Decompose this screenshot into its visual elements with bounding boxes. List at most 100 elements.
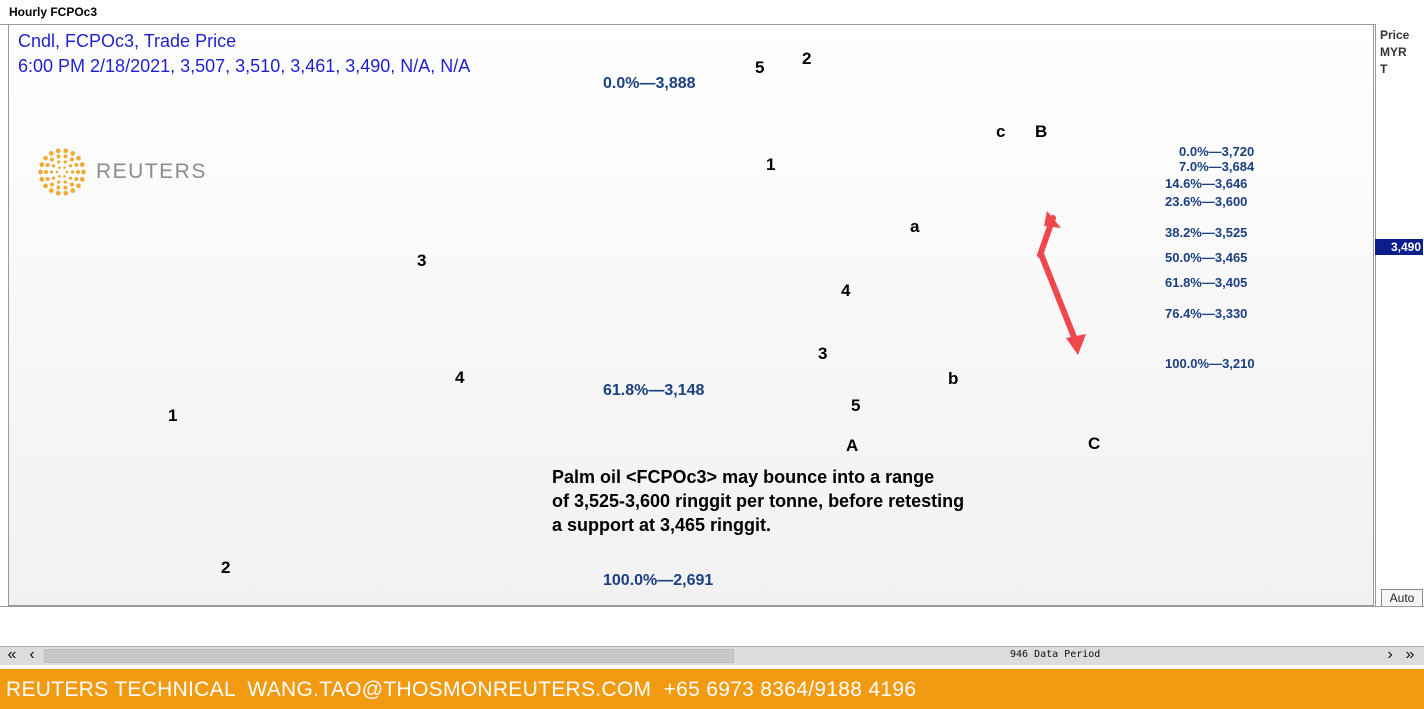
reuters-logo: REUTERS bbox=[38, 148, 207, 196]
fib-small-0-pct: 0.0% bbox=[1179, 144, 1209, 159]
fib-small-146-label: 14.6%—3,646 bbox=[1165, 176, 1248, 191]
fib-small-146-value: 3,646 bbox=[1214, 176, 1248, 191]
logo-dot bbox=[63, 190, 69, 196]
data-period-label: 946 Data Period bbox=[1010, 649, 1100, 660]
logo-dot bbox=[81, 169, 86, 175]
plot-area[interactable] bbox=[8, 24, 1374, 606]
scroll-left-fast-button[interactable]: « bbox=[2, 647, 22, 664]
fib-large-100-pct: 100.0% bbox=[603, 572, 658, 589]
logo-dot bbox=[50, 182, 55, 187]
logo-dot bbox=[43, 183, 48, 189]
auto-scale-button[interactable]: Auto bbox=[1381, 589, 1423, 607]
footer-banner: REUTERS TECHNICAL WANG.TAO@THOSMONREUTER… bbox=[0, 669, 1424, 709]
fib-large-0-label: 0.0%—3,888 bbox=[603, 75, 696, 92]
logo-dot bbox=[51, 176, 56, 180]
wave-label-1: 1 bbox=[168, 406, 178, 425]
fib-small-0-label: 0.0%—3,720 bbox=[1179, 144, 1255, 159]
logo-dot bbox=[58, 175, 61, 178]
scroll-left-fast-glyph: « bbox=[7, 646, 17, 663]
logo-dot bbox=[70, 188, 76, 193]
fib-small-764-label: 76.4%—3,330 bbox=[1165, 306, 1248, 321]
logo-dot bbox=[63, 185, 68, 190]
wave-label-5: 5 bbox=[755, 58, 765, 77]
wave-label-2: 2 bbox=[221, 558, 231, 577]
logo-dot bbox=[63, 180, 67, 184]
fib-small-618-pct: 61.8% bbox=[1165, 275, 1202, 290]
logo-dot bbox=[38, 169, 43, 175]
logo-dot bbox=[79, 177, 85, 182]
scroll-left-button[interactable]: ‹ bbox=[24, 647, 40, 664]
reuters-dots-icon bbox=[38, 148, 86, 196]
scroll-thumb[interactable] bbox=[44, 649, 734, 663]
fib-small-7-pct: 7.0% bbox=[1179, 159, 1209, 174]
forecast-arrow bbox=[1037, 211, 1086, 355]
fib-large-618-label: 61.8%—3,148 bbox=[603, 382, 705, 399]
scroll-right-fast-glyph: » bbox=[1405, 646, 1415, 663]
wave-label-1b: 1 bbox=[766, 155, 776, 174]
logo-dot bbox=[39, 177, 45, 182]
wave-label-3: 3 bbox=[417, 251, 427, 270]
fib-small-7-label: 7.0%—3,684 bbox=[1179, 159, 1255, 174]
fib-large-0-pct: 0.0% bbox=[603, 75, 640, 92]
fib-small-236-value: 3,600 bbox=[1214, 194, 1248, 209]
logo-dot bbox=[44, 170, 48, 174]
last-price-badge: 3,490 bbox=[1375, 239, 1423, 255]
analysis-note: Palm oil <FCPOc3> may bounce into a rang… bbox=[552, 465, 964, 537]
logo-dot bbox=[65, 170, 69, 174]
logo-dot bbox=[49, 170, 54, 174]
fib-small-100-label: 100.0%—3,210 bbox=[1165, 356, 1255, 371]
fib-small-236-label: 23.6%—3,600 bbox=[1165, 194, 1248, 209]
fib-small-146-pct: 14.6% bbox=[1165, 176, 1202, 191]
scroll-right-button[interactable]: › bbox=[1382, 647, 1398, 664]
logo-dot bbox=[76, 183, 81, 189]
fib-small-382-pct: 38.2% bbox=[1165, 225, 1202, 240]
logo-dot bbox=[63, 175, 66, 178]
logo-dot bbox=[55, 170, 59, 174]
fib-large-100-value: 2,691 bbox=[673, 572, 714, 589]
wave-label-A: A bbox=[846, 436, 859, 455]
fib-large-100-label: 100.0%—2,691 bbox=[603, 572, 714, 589]
chart-legend: Cndl, FCPOc3, Trade Price 6:00 PM 2/18/2… bbox=[18, 29, 470, 79]
legend-line-2: 6:00 PM 2/18/2021, 3,507, 3,510, 3,461, … bbox=[18, 56, 471, 76]
fib-small-764-pct: 76.4% bbox=[1165, 306, 1202, 321]
reuters-logo-text: REUTERS bbox=[96, 160, 207, 183]
data-period-text: 946 Data Period bbox=[1010, 649, 1101, 660]
arrow-up-head bbox=[1044, 211, 1061, 228]
chart-scrollbar[interactable]: « ‹ 946 Data Period › » bbox=[0, 646, 1424, 665]
logo-dot bbox=[79, 162, 85, 167]
logo-dot bbox=[63, 166, 66, 169]
logo-dot bbox=[68, 164, 73, 168]
logo-dot bbox=[76, 170, 80, 174]
fib-small-100-value: 3,210 bbox=[1222, 356, 1255, 371]
fib-large-618-value: 3,148 bbox=[664, 382, 705, 399]
arrow-down-head bbox=[1066, 334, 1086, 355]
x-axis[interactable] bbox=[0, 606, 1424, 647]
fib-small-50-label: 50.0%—3,465 bbox=[1165, 250, 1248, 265]
wave-label-2b: 2 bbox=[802, 49, 812, 68]
wave-label-3b: 3 bbox=[818, 344, 828, 363]
wave-label-a: a bbox=[910, 217, 920, 236]
logo-dot bbox=[76, 155, 81, 161]
logo-dot bbox=[48, 151, 54, 156]
logo-dot bbox=[39, 162, 45, 167]
logo-dot bbox=[70, 170, 75, 174]
window-title: Hourly FCPOc3 bbox=[9, 5, 98, 19]
scroll-right-glyph: › bbox=[1387, 646, 1393, 663]
wave-label-c: c bbox=[996, 122, 1006, 141]
logo-dot bbox=[74, 163, 79, 168]
fib-small-7-value: 3,684 bbox=[1221, 159, 1255, 174]
fib-large-0-value: 3,888 bbox=[655, 75, 696, 92]
wave-label-C: C bbox=[1088, 434, 1101, 453]
logo-dot bbox=[56, 185, 61, 190]
logo-dot bbox=[69, 182, 74, 187]
scroll-right-fast-button[interactable]: » bbox=[1400, 647, 1420, 664]
fib-small-50-value: 3,465 bbox=[1214, 250, 1248, 265]
y-axis[interactable]: Price MYR T 3,490 Auto bbox=[1375, 24, 1424, 607]
analysis-note-line-2: of 3,525-3,600 ringgit per tonne, before… bbox=[552, 491, 965, 511]
fib-small-236-pct: 23.6% bbox=[1165, 194, 1202, 209]
auto-scale-label: Auto bbox=[1389, 591, 1415, 605]
fib-small-618-value: 3,405 bbox=[1214, 275, 1248, 290]
arrow-down-stroke bbox=[1038, 251, 1077, 340]
analysis-note-line-1: Palm oil <FCPOc3> may bounce into a rang… bbox=[552, 467, 935, 487]
